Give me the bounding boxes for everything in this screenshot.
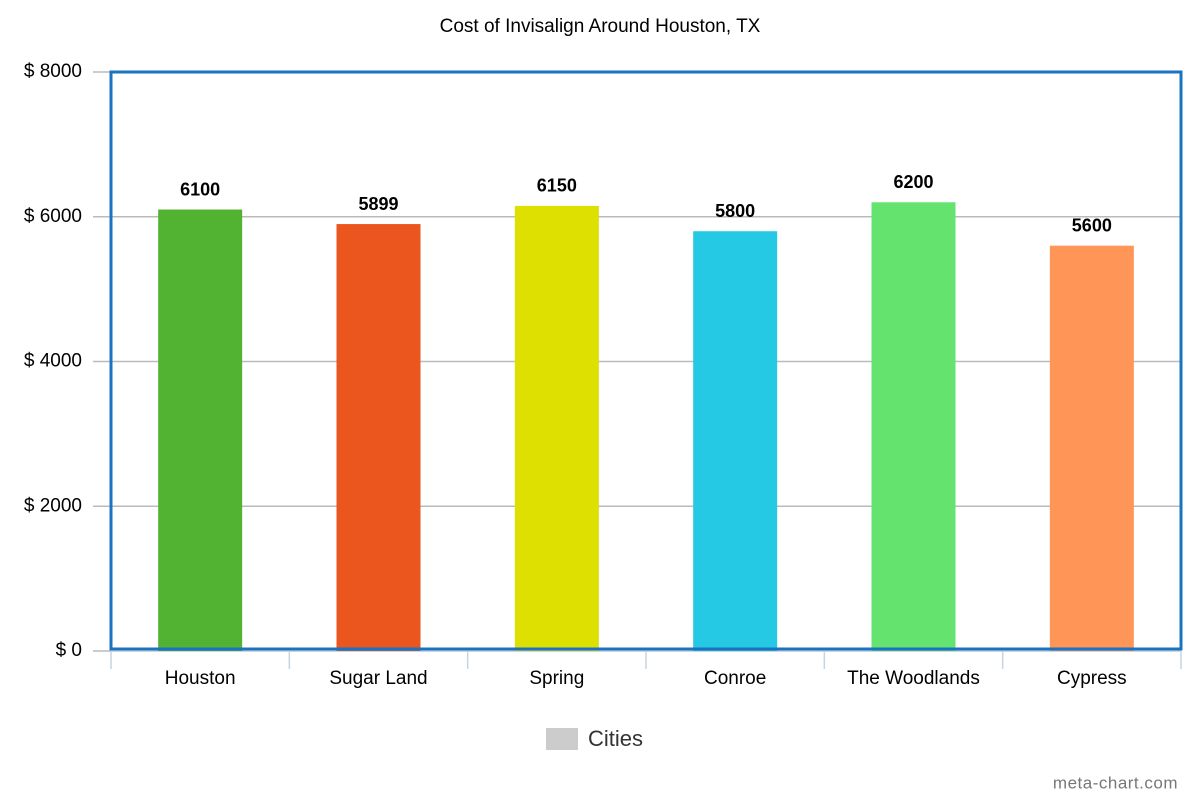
x-tick-label: The Woodlands	[847, 668, 980, 689]
x-tick-label: Houston	[165, 668, 236, 689]
bar	[1049, 245, 1134, 651]
x-tick-label: Sugar Land	[329, 668, 427, 689]
y-tick-label: $ 0	[56, 640, 82, 661]
bar	[514, 205, 599, 652]
bar	[693, 231, 778, 651]
value-label: 5899	[358, 194, 398, 214]
legend-label: Cities	[588, 726, 643, 751]
x-tick-label: Conroe	[704, 668, 766, 689]
y-tick-label: $ 2000	[24, 495, 82, 516]
y-tick-label: $ 6000	[24, 206, 82, 227]
bar	[158, 209, 243, 651]
bar	[336, 224, 421, 651]
plot-border	[109, 70, 1183, 651]
y-tick-label: $ 4000	[24, 351, 82, 372]
y-tick-label: $ 8000	[24, 61, 82, 82]
chart-title: Cost of Invisalign Around Houston, TX	[440, 16, 761, 37]
x-tick-label: Cypress	[1057, 668, 1127, 689]
value-label: 6200	[893, 172, 933, 192]
value-label: 6100	[180, 179, 220, 199]
legend-swatch	[546, 728, 578, 750]
watermark: meta-chart.com	[1053, 773, 1178, 792]
value-label: 6150	[537, 176, 577, 196]
value-label: 5600	[1072, 215, 1112, 235]
value-label: 5800	[715, 201, 755, 221]
x-tick-label: Spring	[529, 668, 584, 689]
bar	[871, 202, 956, 651]
